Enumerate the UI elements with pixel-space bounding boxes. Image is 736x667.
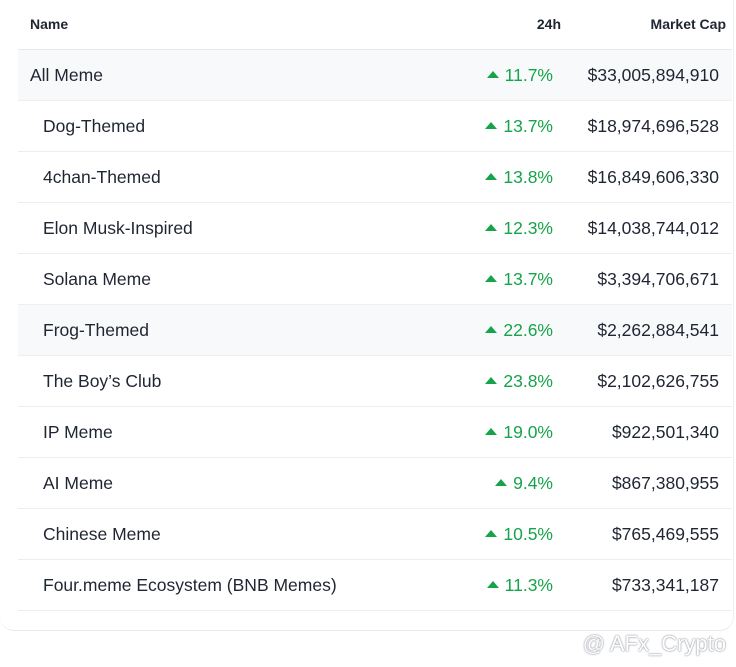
category-name[interactable]: Frog-Themed [43,320,150,340]
change-24h: 10.5% [485,524,553,545]
change-24h: 22.6% [485,320,553,341]
column-header[interactable]: 24h [536,16,561,32]
category-name[interactable]: Chinese Meme [43,524,161,544]
table-row[interactable]: AI Meme 9.4% $867,380,955 [18,458,732,509]
category-name[interactable]: Four.meme Ecosystem (BNB Memes) [43,575,337,595]
category-name[interactable]: Elon Musk-Inspired [43,218,193,238]
table-row[interactable]: All Meme 11.7% $33,005,894,910 [18,50,732,101]
market-cap: $2,262,884,541 [597,320,719,340]
change-24h: 19.0% [485,422,553,443]
table-row[interactable]: Solana Meme 13.7% $3,394,706,671 [18,254,732,305]
category-name[interactable]: The Boy’s Club [43,371,162,391]
market-cap: $765,469,555 [611,524,719,544]
market-cap: $3,394,706,671 [597,269,719,289]
market-cap: $867,380,955 [611,473,719,493]
table-row[interactable]: IP Meme 19.0% $922,501,340 [18,407,732,458]
table-row[interactable]: Chinese Meme 10.5% $765,469,555 [18,509,732,560]
market-cap: $733,341,187 [611,575,719,595]
change-24h: 13.7% [485,116,553,137]
change-24h: 13.7% [485,269,553,290]
table-header: Name 24h Market Cap [18,0,732,50]
market-cap: $33,005,894,910 [587,65,719,85]
column-header[interactable]: Market Cap [650,16,726,32]
table-row[interactable]: Elon Musk-Inspired 12.3% $14,038,744,012 [18,203,732,254]
table-card: Name 24h Market Cap All Meme 11.7% $33,005… [0,0,734,631]
category-name[interactable]: 4chan-Themed [43,167,161,187]
table-row[interactable]: Dog-Themed 13.7% $18,974,696,528 [18,101,732,152]
market-cap: $18,974,696,528 [587,116,719,136]
change-24h: 11.7% [487,65,553,86]
category-name[interactable]: AI Meme [43,473,114,493]
market-cap: $2,102,626,755 [597,371,719,391]
category-name[interactable]: IP Meme [43,422,113,442]
change-24h: 11.3% [487,575,553,596]
category-name[interactable]: Dog-Themed [43,116,146,136]
table-row[interactable]: Four.meme Ecosystem (BNB Memes) 11.3% $733… [18,560,732,611]
column-header[interactable]: Name [30,16,69,32]
table-row[interactable]: Frog-Themed 22.6% $2,262,884,541 [18,305,732,356]
watermark: @ AFx_Crypto [582,631,726,656]
table-row[interactable]: 4chan-Themed 13.8% $16,849,606,330 [18,152,732,203]
market-cap: $922,501,340 [611,422,719,442]
change-24h: 23.8% [485,371,553,392]
change-24h: 13.8% [485,167,553,188]
category-name[interactable]: All Meme [30,65,103,85]
market-cap: $14,038,744,012 [587,218,719,238]
table-row[interactable]: The Boy’s Club 23.8% $2,102,626,755 [18,356,732,407]
market-cap: $16,849,606,330 [587,167,719,187]
category-name[interactable]: Solana Meme [43,269,151,289]
change-24h: 12.3% [485,218,553,239]
change-24h: 9.4% [495,473,553,494]
